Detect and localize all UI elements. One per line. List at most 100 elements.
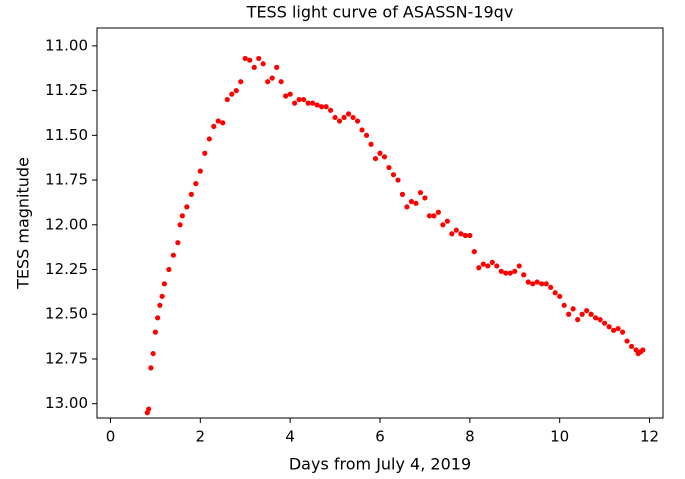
data-point [287,91,293,97]
data-point [159,293,165,299]
data-point [525,279,531,285]
data-point [354,118,361,124]
data-point [157,302,163,308]
data-point [155,315,161,321]
x-tick-label: 10 [550,428,569,446]
data-point [323,104,329,110]
data-point [561,302,567,308]
data-point [404,204,410,210]
data-point [301,96,307,103]
data-point [152,329,158,335]
x-tick-label: 2 [196,428,206,446]
y-axis-label: TESS magnitude [14,157,33,290]
data-point [184,204,190,210]
data-point [557,293,563,299]
data-point [170,252,176,258]
data-point [602,320,608,326]
data-point [368,141,374,147]
data-point [408,198,415,205]
data-point [453,227,459,233]
data-point [395,177,401,183]
y-tick-label: 12.75 [45,349,88,367]
data-point [314,102,320,108]
data-point [166,266,172,273]
data-point [202,150,208,156]
data-point [161,281,167,287]
data-point [215,118,221,124]
y-tick-label: 12.25 [45,260,88,278]
data-point [584,308,590,314]
data-point [417,189,424,196]
y-tick-label: 12.00 [45,215,88,233]
data-point [579,311,585,317]
data-point [489,259,495,265]
data-point [597,317,603,323]
x-tick-label: 4 [285,428,295,446]
data-point [386,164,392,171]
data-point [274,64,280,70]
data-point [372,155,379,162]
data-point [148,365,154,371]
x-tick-label: 0 [106,428,116,446]
data-point [206,136,212,142]
data-point [467,232,473,239]
data-point [377,150,383,156]
data-point [593,315,599,321]
data-point [444,218,450,224]
data-point [624,338,630,344]
data-point [256,55,262,62]
data-point [283,93,289,99]
data-point [521,272,527,278]
data-point [332,114,338,121]
data-point [615,325,621,332]
data-point [413,200,419,206]
data-point [193,181,199,187]
data-point [175,240,181,246]
x-tick-label: 12 [640,428,659,446]
chart-title: TESS light curve of ASASSN-19qv [246,3,514,22]
data-point [530,281,536,287]
data-point [512,268,518,274]
data-point [233,88,239,94]
data-point [238,79,244,85]
data-point [548,284,554,291]
data-point [422,195,428,201]
y-tick-label: 11.25 [45,81,88,99]
data-point [211,123,217,129]
data-point [539,281,545,287]
data-point [177,222,183,228]
data-point [197,168,203,174]
data-point [179,213,185,219]
data-point [345,111,352,117]
data-point [390,172,397,178]
data-point [534,279,540,285]
data-point [292,100,298,106]
data-point [494,263,500,269]
data-point [319,104,325,110]
data-point [359,127,365,133]
data-point [363,132,370,138]
data-point [507,270,513,276]
data-point [150,350,156,357]
data-point [229,91,235,97]
data-point [188,191,194,197]
data-point [242,55,248,62]
data-point [619,329,626,335]
data-point [570,306,576,312]
data-point [247,57,253,63]
data-point [278,79,284,85]
data-point [640,347,646,353]
data-point [146,406,152,412]
y-tick-label: 11.75 [45,171,88,189]
data-point [485,263,491,269]
data-point [543,281,549,287]
data-point [516,263,522,269]
data-point [566,311,572,317]
data-point [310,100,316,106]
x-tick-label: 6 [375,428,385,446]
data-point [440,222,446,228]
data-point [224,96,230,103]
data-point [296,96,302,103]
data-point [260,61,266,67]
data-point [336,118,343,124]
